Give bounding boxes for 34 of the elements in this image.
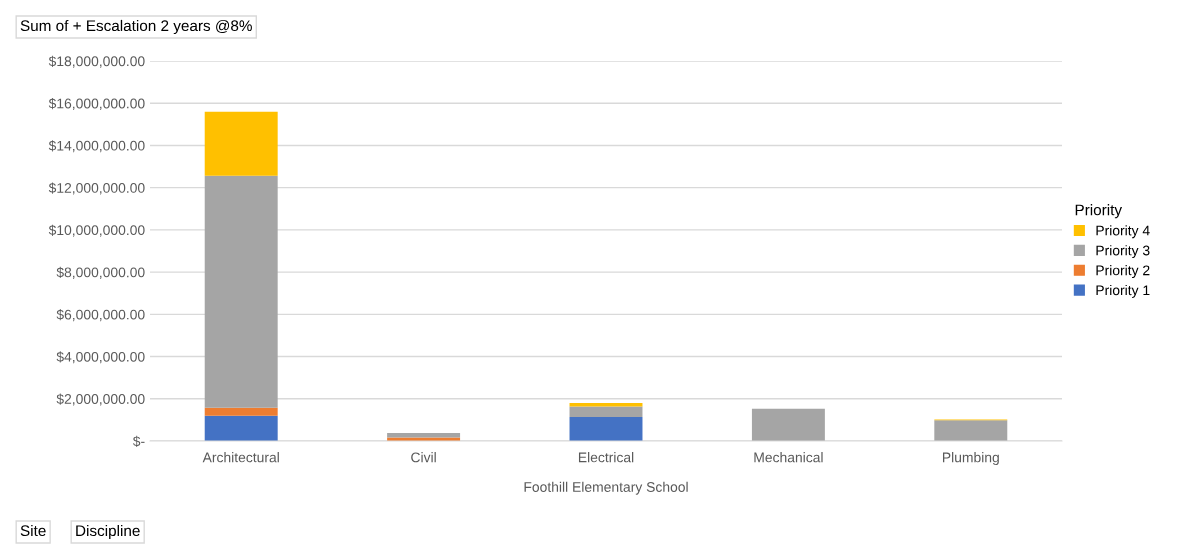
x-tick-label: Architectural	[202, 452, 279, 463]
x-tick-label: Civil	[411, 452, 436, 463]
y-tick-label: $12,000,000.00	[48, 182, 145, 195]
bar	[204, 407, 278, 416]
bar	[569, 406, 643, 417]
x-axis-title: Foothill Elementary School	[524, 481, 688, 495]
legend-label: Priority 3	[1096, 245, 1150, 259]
bar	[751, 408, 825, 441]
y-tick-label: $4,000,000.00	[56, 351, 145, 364]
y-tick-label: $18,000,000.00	[48, 55, 145, 68]
text: Site	[20, 524, 46, 537]
bar	[569, 416, 643, 441]
legend-label: Priority 4	[1096, 225, 1150, 239]
y-tick-label: $10,000,000.00	[48, 224, 145, 237]
legend-label: Priority 2	[1096, 265, 1150, 279]
legend-title: Priority	[1075, 204, 1123, 219]
bar	[569, 403, 643, 407]
chart-title: Sum of + Escalation 2 years @8%	[20, 19, 252, 35]
bar	[934, 420, 1008, 441]
y-tick-label: $16,000,000.00	[48, 97, 145, 111]
x-tick-label: Electrical	[578, 452, 634, 463]
bar	[204, 111, 278, 176]
bar	[204, 175, 278, 408]
x-tick-label: Mechanical	[754, 452, 823, 463]
y-tick-label: $8,000,000.00	[56, 266, 145, 279]
legend-label: Priority 1	[1096, 284, 1150, 298]
y-tick-label: $-	[132, 435, 145, 447]
text: Discipline	[76, 524, 140, 540]
y-tick-label: $14,000,000.00	[48, 140, 145, 153]
y-tick-label: $2,000,000.00	[56, 393, 145, 406]
x-tick-label: Plumbing	[942, 452, 999, 466]
y-tick-label: $6,000,000.00	[56, 309, 145, 322]
bar	[204, 415, 278, 441]
bar	[387, 432, 461, 438]
